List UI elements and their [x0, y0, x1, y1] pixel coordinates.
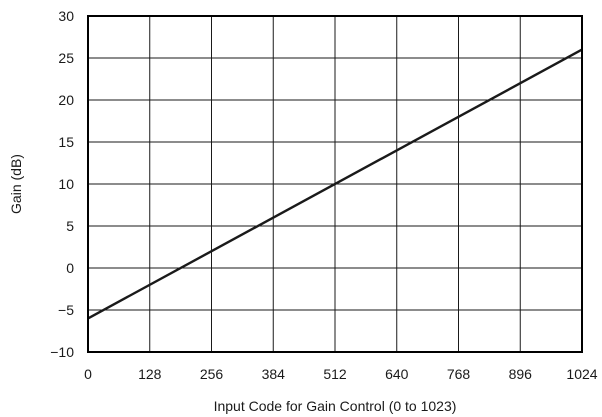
x-tick-label: 1024 — [566, 366, 597, 382]
y-tick-label: 0 — [66, 260, 74, 276]
y-axis-label: Gain (dB) — [8, 154, 24, 214]
x-tick-label: 640 — [385, 366, 409, 382]
y-tick-label: −5 — [58, 302, 74, 318]
y-tick-label: 10 — [58, 176, 74, 192]
y-tick-label: −10 — [50, 344, 74, 360]
x-tick-label: 384 — [262, 366, 286, 382]
x-tick-label: 0 — [84, 366, 92, 382]
x-tick-label: 896 — [509, 366, 533, 382]
y-tick-labels: −10 −5 0 5 10 15 20 25 30 — [50, 8, 74, 360]
x-tick-label: 256 — [200, 366, 224, 382]
y-tick-label: 5 — [66, 218, 74, 234]
x-tick-label: 512 — [323, 366, 347, 382]
x-tick-labels: 0 128 256 384 512 640 768 896 1024 — [84, 366, 598, 382]
y-tick-label: 15 — [58, 134, 74, 150]
x-tick-label: 768 — [447, 366, 471, 382]
gain-line — [87, 48, 583, 320]
y-tick-label: 30 — [58, 8, 74, 24]
x-axis-label: Input Code for Gain Control (0 to 1023) — [214, 398, 457, 414]
plot-frame — [87, 15, 583, 353]
series-group — [87, 48, 583, 320]
y-tick-label: 25 — [58, 50, 74, 66]
x-tick-label: 128 — [138, 366, 162, 382]
y-tick-label: 20 — [58, 92, 74, 108]
